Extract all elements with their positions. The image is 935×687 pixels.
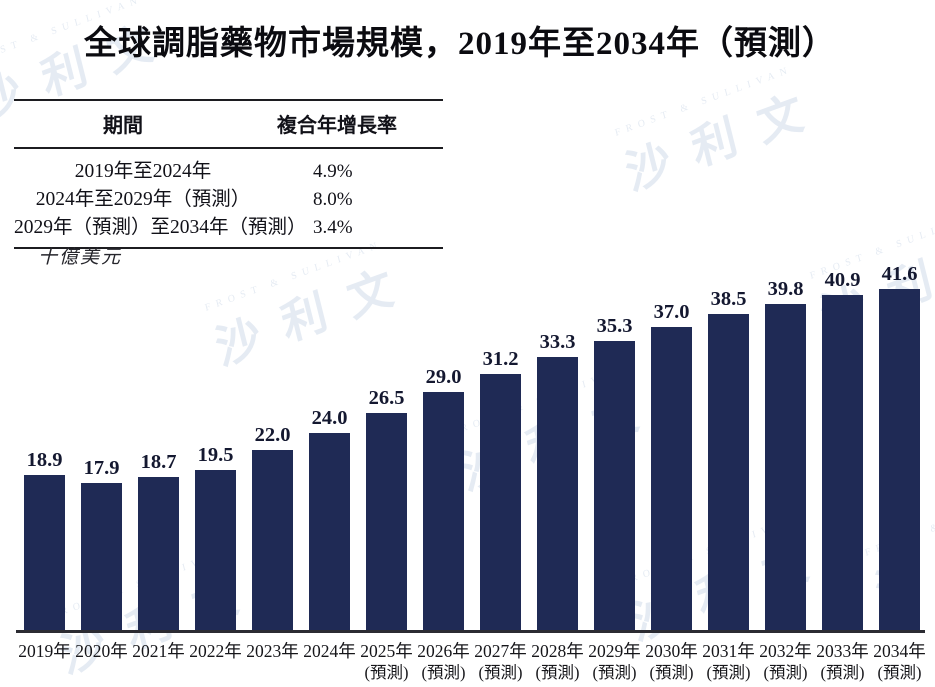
forecast-note: (預測): [877, 663, 922, 682]
x-axis-label: 2028年 (預測): [529, 641, 586, 683]
bar-group: 37.0: [643, 301, 700, 630]
x-axis-line: [16, 630, 925, 633]
bar: [81, 483, 122, 630]
bar: [708, 314, 749, 630]
bar-value-label: 35.3: [596, 315, 633, 337]
bar-group: 39.8: [757, 278, 814, 630]
bar-group: 38.5: [700, 288, 757, 630]
bar-value-label: 31.2: [482, 348, 519, 370]
bar-group: 29.0: [415, 366, 472, 630]
bar-group: 40.9: [814, 269, 871, 630]
bar-value-label: 39.8: [767, 278, 804, 300]
bar: [309, 433, 350, 630]
bar: [195, 470, 236, 630]
bar-value-label: 18.7: [140, 451, 177, 473]
bar-group: 41.6: [871, 263, 928, 630]
x-axis-label: 2020年: [75, 641, 128, 661]
bar-value-label: 24.0: [311, 407, 348, 429]
bar-group: 17.9: [73, 457, 130, 630]
bar-value-label: 33.3: [539, 331, 576, 353]
x-axis-label: 2030年 (預測): [643, 641, 700, 683]
column-header-cagr: 複合年增長率: [277, 115, 397, 137]
plot-area: 18.9 17.9 18.7 19.5 22.0 24.0 26.5 29.0 31.2 33.3…: [16, 259, 928, 630]
bar: [138, 477, 179, 630]
x-axis-label: 2025年 (預測): [358, 641, 415, 683]
cagr-table-body: 2019年至2024年 4.9% 2024年至2029年（預測） 8.0% 20…: [14, 149, 443, 247]
x-axis-labels: 2019年 2020年 2021年 2022年 2023年 2024年 2025年 (預測) 2…: [16, 641, 928, 683]
bar-group: 18.7: [130, 451, 187, 630]
x-axis-label: 2022年: [189, 641, 242, 661]
period-cell: 2019年至2024年: [74, 161, 212, 182]
bar-value-label: 17.9: [83, 457, 120, 479]
x-axis-label: 2033年 (預測): [814, 641, 871, 683]
bar-chart: 18.9 17.9 18.7 19.5 22.0 24.0 26.5 29.0 31.2 33.3…: [16, 259, 928, 683]
forecast-note: (預測): [478, 663, 523, 682]
forecast-note: (預測): [421, 663, 466, 682]
bar-group: 22.0: [244, 424, 301, 630]
bar: [594, 341, 635, 630]
bar-group: 18.9: [16, 449, 73, 630]
bar-value-label: 29.0: [425, 366, 462, 388]
bar-value-label: 22.0: [254, 424, 291, 446]
bar: [366, 413, 407, 630]
bar-group: 26.5: [358, 387, 415, 630]
forecast-note: (預測): [592, 663, 637, 682]
x-axis-label: 2031年 (預測): [700, 641, 757, 683]
bar: [879, 289, 920, 630]
x-axis-label: 2027年 (預測): [472, 641, 529, 683]
forecast-note: (預測): [364, 663, 409, 682]
y-axis-unit-label: 十億美元: [38, 247, 123, 268]
table-row: 2019年至2024年 4.9%: [14, 158, 443, 186]
forecast-note: (預測): [763, 663, 808, 682]
x-axis-label: 2032年 (預測): [757, 641, 814, 683]
x-axis-label: 2023年: [246, 641, 299, 661]
x-axis-label: 2019年: [18, 641, 71, 661]
bar-value-label: 19.5: [197, 444, 234, 466]
cagr-cell: 3.4%: [313, 217, 353, 238]
bar: [765, 304, 806, 630]
bar-group: 33.3: [529, 331, 586, 630]
bar: [822, 295, 863, 630]
forecast-note: (預測): [820, 663, 865, 682]
x-axis-label: 2024年: [303, 641, 356, 661]
x-axis-label: 2034年 (預測): [871, 641, 928, 683]
period-cell: 2024年至2029年（預測）: [35, 189, 251, 210]
bar: [252, 450, 293, 630]
forecast-note: (預測): [649, 663, 694, 682]
bar-group: 24.0: [301, 407, 358, 630]
x-axis-label: 2029年 (預測): [586, 641, 643, 683]
cagr-cell: 8.0%: [313, 189, 353, 210]
bar: [651, 327, 692, 630]
x-axis-label: 2021年: [132, 641, 185, 661]
bar-group: 35.3: [586, 315, 643, 630]
bar-group: 19.5: [187, 444, 244, 630]
bar-value-label: 37.0: [653, 301, 690, 323]
x-axis-label: 2026年 (預測): [415, 641, 472, 683]
bar: [537, 357, 578, 630]
bar: [480, 374, 521, 630]
bar-value-label: 18.9: [26, 449, 63, 471]
table-row: 2024年至2029年（預測） 8.0%: [14, 186, 443, 214]
column-header-period: 期間: [103, 115, 143, 137]
bar-value-label: 38.5: [710, 288, 747, 310]
table-row: 2029年（預測）至2034年（預測） 3.4%: [14, 214, 443, 242]
bar-value-label: 40.9: [824, 269, 861, 291]
bar-value-label: 26.5: [368, 387, 405, 409]
bar-group: 31.2: [472, 348, 529, 630]
forecast-note: (預測): [706, 663, 751, 682]
page-title: 全球調脂藥物市場規模，2019年至2034年（預測）: [84, 26, 836, 62]
cagr-table: 期間 複合年增長率 2019年至2024年 4.9% 2024年至2029年（預…: [14, 99, 443, 249]
bar: [423, 392, 464, 630]
forecast-note: (預測): [535, 663, 580, 682]
cagr-table-header: 期間 複合年增長率: [14, 101, 443, 149]
period-cell: 2029年（預測）至2034年（預測）: [14, 217, 307, 238]
bar-value-label: 41.6: [881, 263, 918, 285]
cagr-cell: 4.9%: [313, 161, 353, 182]
bar: [24, 475, 65, 630]
